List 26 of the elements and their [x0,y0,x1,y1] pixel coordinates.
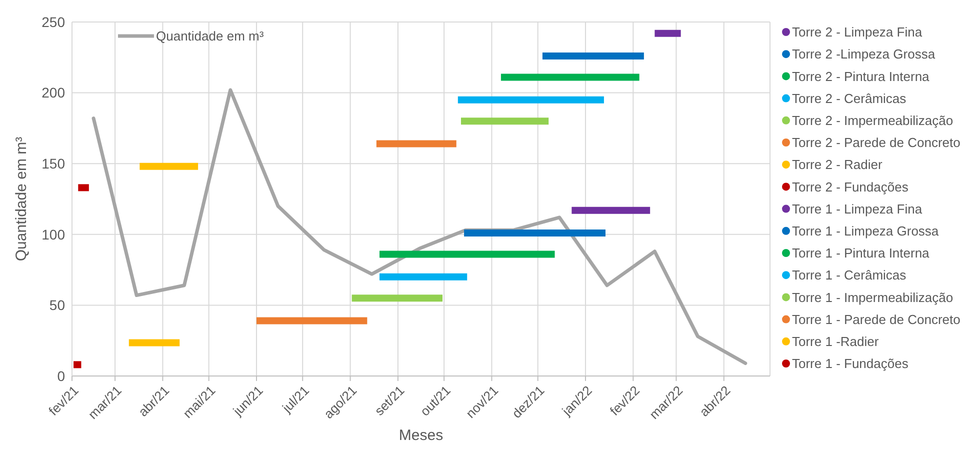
legend-label: Torre 1 - Parede de Concreto [792,312,960,327]
legend-label: Torre 1 - Fundações [792,356,909,372]
y-tick-label: 250 [42,14,66,30]
legend-label: Torre 1 - Impermeabilização [792,290,954,305]
y-axis-title: Quantidade em m³ [13,136,30,262]
legend-label: Torre 1 - Cerâmicas [792,268,907,283]
line-series [92,88,748,366]
legend-label: Torre 2 - Fundações [792,179,909,194]
legend-label: Torre 2 - Cerâmicas [792,90,907,106]
legend-label: Quantidade em m³ [156,28,264,44]
legend-label: Torre 1 - Limpeza Grossa [792,223,940,238]
legend-label: Torre 2 - Pintura Interna [792,68,930,84]
legend-label: Torre 2 - Impermeabilização [792,112,954,128]
y-tick-label: 50 [49,297,66,314]
legend-label: Torre 1 - Limpeza Fina [792,201,923,216]
y-tick-label: 100 [42,226,66,242]
legend-label: Torre 2 - Parede de Concreto [792,135,960,150]
legend-label: Torre 2 - Limpeza Fina [792,24,923,40]
legend-label: Torre 2 -Limpeza Grossa [792,46,936,62]
y-tick-label: 0 [57,368,66,384]
legend-label: Torre 1 -Radier [792,334,880,349]
legend-label: Torre 2 - Radier [792,157,883,172]
x-axis-title: Meses [398,427,444,444]
y-tick-label: 150 [42,156,66,172]
y-tick-label: 200 [42,84,66,101]
legend-label: Torre 1 - Pintura Interna [792,246,930,261]
